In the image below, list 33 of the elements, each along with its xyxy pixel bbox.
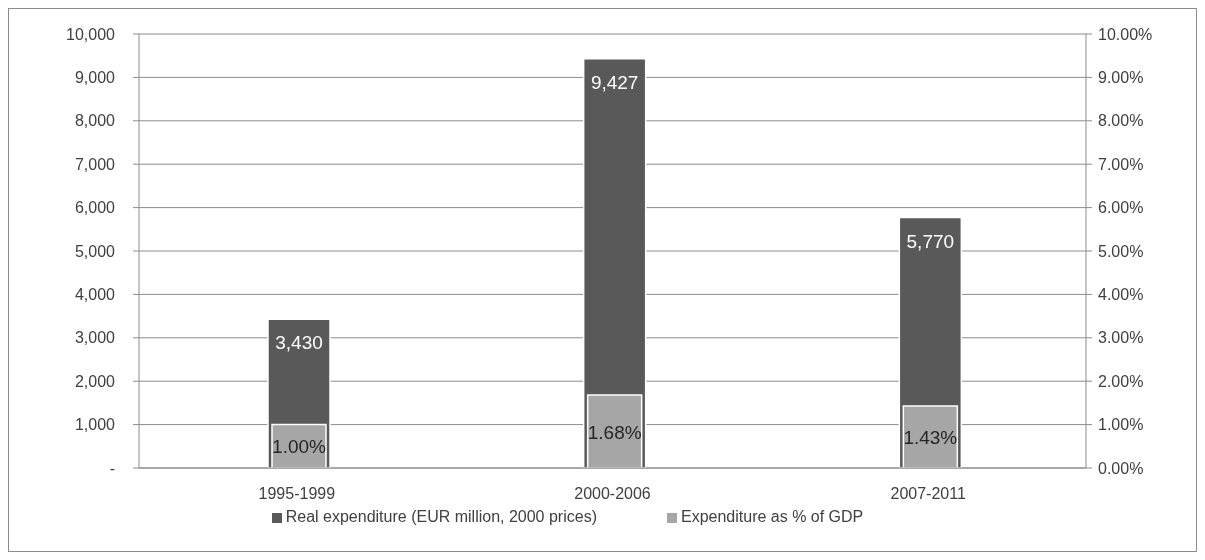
y-tick-label: 8,000: [74, 112, 116, 130]
y2-tick-label: 6.00%: [1098, 199, 1144, 217]
y2-tick-label: 2.00%: [1098, 372, 1144, 390]
x-tick-label: 2000-2006: [574, 485, 651, 503]
y2-tick-label: 1.00%: [1098, 416, 1144, 434]
legend-label: Real expenditure (EUR million, 2000 prices): [285, 508, 597, 525]
y-tick-label: 1,000: [74, 416, 116, 434]
y-tick-label: 2,000: [74, 372, 116, 390]
data-label: 1.00%: [272, 436, 327, 458]
y-tick-label: 3,000: [74, 329, 116, 347]
y-tick-label: -: [109, 459, 115, 477]
y2-tick-label: 3.00%: [1098, 329, 1144, 347]
x-tick-label: 2007-2011: [890, 485, 966, 503]
y-tick-label: 10,000: [66, 25, 116, 43]
y2-tick-label: 4.00%: [1098, 286, 1144, 304]
y-tick-label: 4,000: [74, 286, 116, 304]
y2-tick-label: 10.00%: [1098, 25, 1153, 43]
y2-tick-label: 5.00%: [1098, 242, 1144, 260]
data-label: 5,770: [906, 230, 955, 252]
x-tick-label: 1995-1999: [258, 485, 336, 503]
y2-tick-label: 7.00%: [1098, 155, 1144, 173]
y-tick-label: 5,000: [74, 242, 116, 260]
data-label: 9,427: [590, 71, 639, 93]
y-tick-label: 9,000: [74, 69, 116, 87]
y2-tick-label: 9.00%: [1098, 69, 1144, 87]
y-tick-label: 7,000: [74, 155, 116, 173]
legend-label: Expenditure as % of GDP: [680, 508, 864, 525]
data-label: 3,430: [275, 332, 323, 354]
y2-tick-label: 0.00%: [1098, 459, 1144, 477]
data-label: 1.43%: [903, 426, 958, 448]
y2-tick-label: 8.00%: [1098, 112, 1144, 130]
y-tick-label: 6,000: [74, 199, 116, 217]
data-label: 1.68%: [587, 421, 642, 443]
